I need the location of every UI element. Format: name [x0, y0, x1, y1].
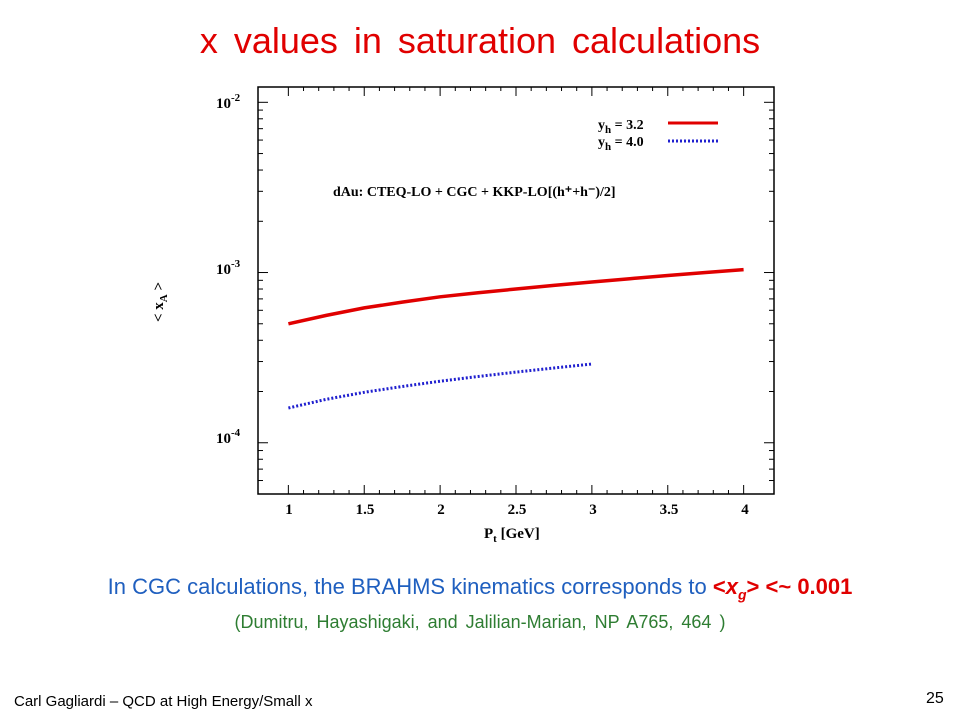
series-line-1	[288, 267, 744, 326]
statement-highlight: <xg> <~ 0.001	[712, 574, 853, 603]
y-tick-label: 10-4	[216, 427, 241, 447]
reference-citation: (Dumitru, Hayashigaki, and Jalilian-Mari…	[234, 612, 726, 632]
x-tick-label: 2	[437, 502, 445, 518]
x-axis-title: Pt [GeV]	[484, 526, 540, 545]
x-tick-label: 2.5	[508, 502, 527, 518]
x-tick-label: 3.5	[660, 502, 679, 518]
slide-title: x values in saturation calculations	[199, 20, 761, 61]
xa-vs-pt-chart: 10-2 10-3 10-4 1 1.5 2 2.5 3 3.5 4 Pt [G…	[151, 86, 775, 545]
x-tick-label: 4	[741, 502, 749, 518]
page-number: 25	[926, 690, 944, 707]
x-tick-label: 1	[285, 502, 293, 518]
axis-ticks	[258, 87, 774, 495]
legend: yh = 3.2 yh = 4.0	[598, 118, 718, 153]
statement-text: In CGC calculations, the BRAHMS kinemati…	[0, 574, 960, 602]
x-tick-label: 3	[589, 502, 597, 518]
chart-annotation: dAu: CTEQ-LO + CGC + KKP-LO[(h⁺+h⁻)/2]	[333, 185, 616, 200]
y-axis-title: < xA >	[151, 282, 170, 322]
x-tick-label: 1.5	[356, 502, 375, 518]
series-line-2	[288, 362, 593, 410]
footer-text: Carl Gagliardi – QCD at High Energy/Smal…	[14, 693, 313, 710]
legend-label-series-2: yh = 4.0	[598, 135, 644, 153]
statement-prefix: In CGC calculations, the BRAHMS kinemati…	[107, 574, 713, 599]
y-tick-label: 10-2	[216, 92, 241, 112]
y-tick-label: 10-3	[216, 258, 241, 278]
legend-label-series-1: yh = 3.2	[598, 118, 644, 136]
series-layer	[288, 267, 744, 410]
